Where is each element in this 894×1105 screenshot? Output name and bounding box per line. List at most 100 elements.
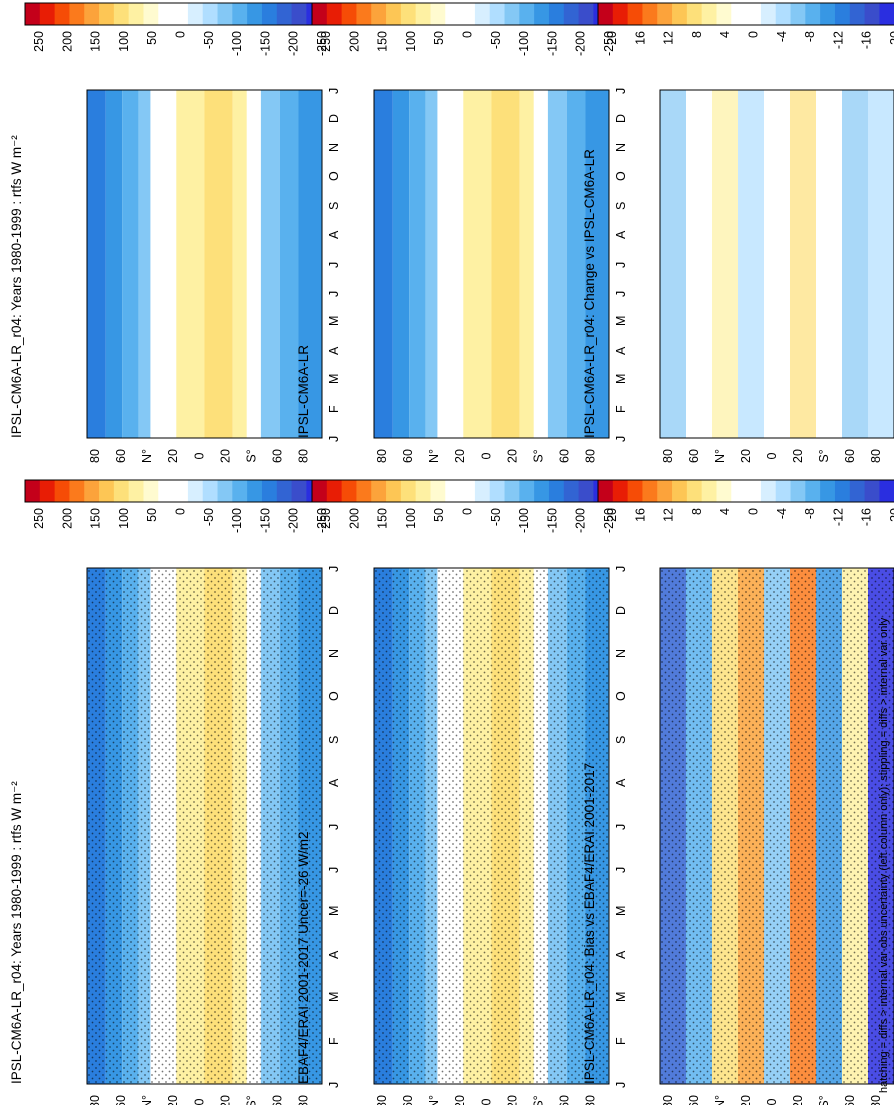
colorbar-swatch bbox=[371, 3, 387, 25]
colorbar-swatch bbox=[805, 3, 821, 25]
colorbar-swatch bbox=[173, 480, 189, 502]
colorbar-swatch bbox=[716, 3, 732, 25]
colorbar-swatch bbox=[187, 3, 204, 25]
panel-mod-clim: IPSL-CM6A-LR_r04: Years 1980-1999 : rtfs… bbox=[9, 566, 341, 1105]
y-tick-label: 0 bbox=[192, 452, 206, 459]
y-tick-label: 60 bbox=[687, 449, 701, 463]
colorbar-swatch bbox=[489, 480, 506, 502]
colorbar-swatch bbox=[128, 3, 144, 25]
colorbar-label: 50 bbox=[432, 508, 446, 522]
y-tick-label: 80 bbox=[869, 1095, 883, 1105]
colorbar-swatch bbox=[84, 480, 100, 502]
colorbar-label: -50 bbox=[202, 508, 216, 526]
colorbar-swatch bbox=[69, 480, 85, 502]
colorbar-label: 250 bbox=[32, 508, 46, 529]
colorbar-swatch bbox=[99, 480, 115, 502]
colorbar-label: -250 bbox=[602, 508, 616, 533]
colorbar-label: 8 bbox=[690, 508, 704, 515]
colorbar-label: -20 bbox=[888, 508, 894, 526]
colorbar-swatch bbox=[128, 480, 144, 502]
colorbar-label: -20 bbox=[888, 31, 894, 49]
y-tick-label: S° bbox=[817, 1095, 831, 1105]
colorbar-swatch bbox=[276, 480, 293, 502]
colorbar-label: 8 bbox=[690, 31, 704, 38]
colorbar-swatch bbox=[415, 480, 431, 502]
cbar-diff-right-bot: 20 16 12 8 4 0 -4 -8 -12 -16 -20 bbox=[597, 479, 894, 526]
x-tick-label: S bbox=[614, 202, 628, 210]
colorbar-label: 150 bbox=[89, 31, 103, 52]
y-tick-label: N° bbox=[427, 1095, 441, 1105]
colorbar-swatch bbox=[672, 480, 688, 502]
y-tick-label: 60 bbox=[687, 1095, 701, 1105]
panels: IPSL-CM6A-LR_r04: Years 1980-1999 : rtfs… bbox=[9, 88, 894, 1105]
x-tick-label: J bbox=[327, 566, 341, 572]
x-tick-label: J bbox=[614, 291, 628, 297]
x-tick-label: A bbox=[614, 778, 628, 787]
x-tick-label: A bbox=[327, 230, 341, 239]
y-tick-label: 20 bbox=[453, 1095, 467, 1105]
colorbar-swatch bbox=[849, 3, 866, 25]
x-tick-label: J bbox=[327, 867, 341, 873]
colorbar-swatch bbox=[731, 480, 747, 502]
colorbar-label: 150 bbox=[376, 508, 390, 529]
colorbar-swatch bbox=[356, 480, 372, 502]
colorbar-swatch bbox=[276, 3, 293, 25]
colorbar-swatch bbox=[642, 3, 658, 25]
x-tick-label: J bbox=[614, 566, 628, 572]
colorbar-swatch bbox=[534, 3, 550, 25]
colorbar-swatch bbox=[612, 3, 629, 25]
x-tick-label: N bbox=[327, 143, 341, 152]
x-tick-label: M bbox=[614, 992, 628, 1002]
colorbar-label: 50 bbox=[145, 508, 159, 522]
colorbar-swatch bbox=[312, 480, 328, 502]
colorbar-swatch bbox=[805, 480, 821, 502]
colorbar-swatch bbox=[760, 480, 777, 502]
y-tick-label: 20 bbox=[791, 449, 805, 463]
colorbar-swatch bbox=[312, 3, 328, 25]
colorbar-swatch bbox=[701, 3, 717, 25]
y-tick-label: S° bbox=[532, 449, 546, 462]
x-tick-label: F bbox=[614, 405, 628, 413]
x-tick-label: D bbox=[614, 606, 628, 615]
x-tick-label: O bbox=[614, 171, 628, 181]
colorbar-swatch bbox=[563, 480, 580, 502]
colorbar-swatch bbox=[474, 480, 491, 502]
cbar-flux-left-top: 250 200 150 100 50 0 -50 -100 -150 -200 -250 bbox=[24, 2, 337, 56]
panel-change: IPSL-CM6A-LR_r04: Change vs IPSL-CM6A-LR… bbox=[582, 89, 894, 463]
x-tick-label: J bbox=[327, 824, 341, 830]
x-tick-label: A bbox=[327, 346, 341, 355]
x-tick-label: A bbox=[614, 950, 628, 959]
colorbar-swatch bbox=[820, 3, 836, 25]
cbar-flux-left-mid: 250 200 150 100 50 0 -50 -100 -150 -200 -250 bbox=[311, 2, 624, 56]
colorbar-label: 150 bbox=[89, 508, 103, 529]
colorbar-label: -4 bbox=[775, 508, 789, 519]
y-tick-label: 20 bbox=[453, 449, 467, 463]
x-tick-label: J bbox=[327, 1082, 341, 1088]
y-tick-label: 60 bbox=[271, 449, 285, 463]
colorbar-swatch bbox=[291, 3, 307, 25]
colorbar-swatch bbox=[261, 480, 278, 502]
colorbar-label: -250 bbox=[315, 508, 329, 533]
y-tick-label: 80 bbox=[88, 1095, 102, 1105]
colorbar-label: 200 bbox=[60, 508, 74, 529]
x-tick-label: M bbox=[327, 316, 341, 326]
colorbar-swatch bbox=[657, 3, 673, 25]
colorbar-swatch bbox=[627, 480, 643, 502]
colorbar-label: -100 bbox=[517, 31, 531, 56]
x-tick-label: M bbox=[327, 374, 341, 384]
colorbar-swatch bbox=[864, 3, 880, 25]
colorbar-label: -150 bbox=[545, 31, 559, 56]
cbar-flux-right-mid: 250 200 150 100 50 0 -50 -100 -150 -200 -250 bbox=[311, 479, 624, 533]
colorbar-swatch bbox=[598, 3, 614, 25]
colorbar-swatch bbox=[445, 3, 461, 25]
heatmap-change bbox=[659, 89, 894, 439]
y-tick-label: 20 bbox=[505, 1095, 519, 1105]
colorbar-swatch bbox=[371, 480, 387, 502]
panel-ref-clim: IPSL-CM6A-LR_r04: Years 1980-1999 : rtfs… bbox=[9, 88, 341, 463]
colorbar-swatch bbox=[849, 480, 866, 502]
colorbar-swatch bbox=[25, 480, 41, 502]
colorbar-swatch bbox=[627, 3, 643, 25]
y-tick-label: 20 bbox=[166, 1095, 180, 1105]
